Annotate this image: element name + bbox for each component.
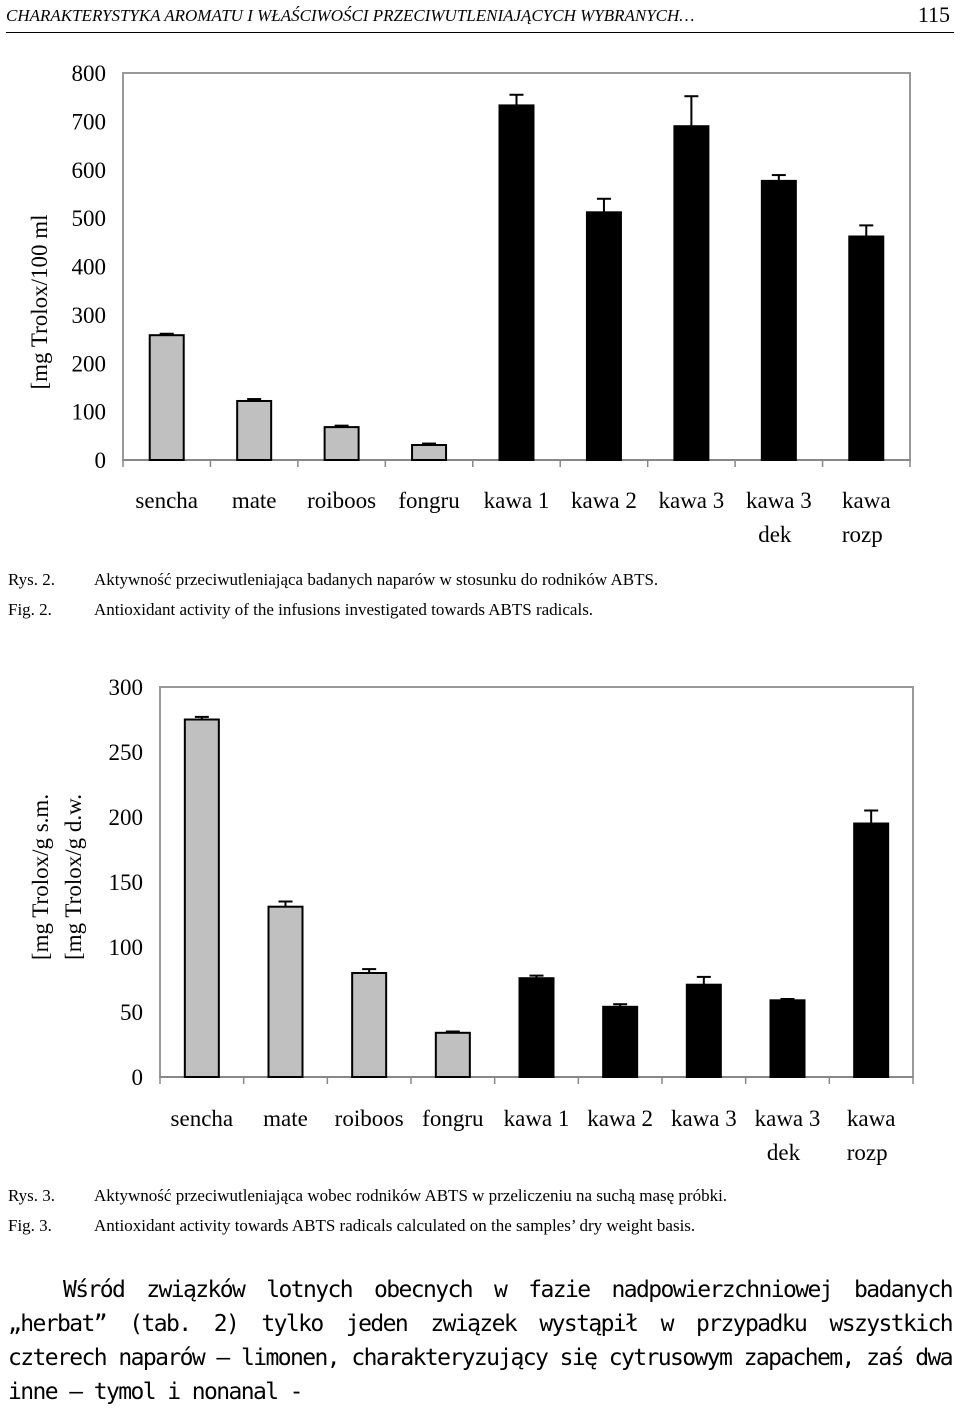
bar-kawa-rozp [853,822,890,1078]
figure-2-caption-pl: Aktywność przeciwutleniająca badanych na… [94,570,659,589]
y-axis-label: [mg Trolox/g d.w. [61,794,86,960]
x-tick-label: kawa 1 [484,488,550,513]
bar-kawa-1 [498,104,535,461]
y-tick-label: 200 [72,351,107,376]
x-tick-label: kawa [847,1106,896,1131]
y-tick-label: 250 [109,740,144,765]
body-paragraph-text: Wśród związków lotnych obecnych w fazie … [8,1277,954,1405]
figure-3-label-en: Fig. 3. [8,1216,52,1235]
bar-mate [267,905,304,1078]
bar-kawa-2 [585,211,622,461]
y-tick-label: 800 [72,61,107,86]
figure-2-caption-en: Antioxidant activity of the infusions in… [94,600,594,619]
x-tick-label: mate [232,488,277,513]
bar-kawa-3-dek [760,179,797,461]
bar-roiboos [323,426,360,462]
y-tick-label: 400 [72,255,107,280]
x-tick-label: kawa 3 [671,1106,737,1131]
body-paragraph: Wśród związków lotnych obecnych w fazie … [8,1273,954,1409]
y-tick-label: 0 [95,448,107,473]
x-tick-label: roiboos [307,488,376,513]
bar-fongru [411,444,448,462]
page-number: 115 [917,2,950,27]
figure-2-label-pl: Rys. 2. [8,570,56,589]
x-tick-label: rozp [847,1140,888,1165]
y-tick-label: 600 [72,158,107,183]
y-tick-label: 500 [72,206,107,231]
x-tick-label: dek [767,1140,801,1165]
bar-kawa-rozp [848,235,885,461]
bar-kawa-3 [685,983,722,1079]
x-tick-label: kawa 3 [755,1106,821,1131]
figure-3-caption-pl: Aktywność przeciwutleniająca wobec rodni… [94,1186,728,1205]
bar-kawa-3-dek [769,999,806,1078]
bar-sencha [183,718,220,1078]
bar-mate [236,399,273,462]
running-header-title: CHARAKTERYSTYKA AROMATU I WŁAŚCIWOŚCI PR… [6,6,695,25]
y-tick-label: 50 [120,1000,143,1025]
x-tick-label: dek [758,522,792,547]
bar-fongru [434,1031,471,1078]
x-tick-label: kawa 3 [658,488,724,513]
figure-2-chart: 0 100 200 300 400 500 600 700 800 sencha mate roibo… [0,40,960,565]
bar-roiboos [351,972,388,1078]
x-tick-label: sencha [171,1106,234,1131]
x-tick-label: fongru [398,488,460,513]
x-tick-label: kawa 1 [504,1106,570,1131]
y-tick-label: 0 [132,1065,144,1090]
x-tick-label: kawa 2 [587,1106,653,1131]
x-tick-label: sencha [135,488,198,513]
y-tick-label: 150 [109,870,144,895]
x-tick-label: kawa 3 [746,488,812,513]
figure-3-caption-en: Antioxidant activity towards ABTS radica… [94,1216,696,1235]
y-tick-label: 300 [72,303,107,328]
x-tick-label: fongru [422,1106,484,1131]
running-header: CHARAKTERYSTYKA AROMATU I WŁAŚCIWOŚCI PR… [6,0,954,33]
x-tick-label: mate [263,1106,308,1131]
x-tick-label: roiboos [335,1106,404,1131]
y-axis-label: [mg Trolox/g s.m. [28,794,53,960]
y-axis-label: [mg Trolox/100 ml [27,214,52,389]
bar-kawa-3 [673,125,710,462]
figure-3-chart: 0 50 100 150 200 250 300 sencha mate roiboos fongr… [0,665,960,1180]
figure-3-label-pl: Rys. 3. [8,1186,56,1205]
x-tick-label: kawa 2 [571,488,637,513]
x-tick-label: kawa [842,488,891,513]
y-tick-label: 100 [109,935,144,960]
x-tick-label: rozp [842,522,883,547]
bar-sencha [148,334,185,462]
bar-kawa-1 [518,977,555,1079]
y-tick-label: 100 [72,400,107,425]
bar-kawa-2 [602,1005,639,1078]
y-tick-label: 200 [109,805,144,830]
figure-2-label-en: Fig. 2. [8,600,52,619]
y-tick-label: 300 [109,675,144,700]
y-tick-label: 700 [72,109,107,134]
